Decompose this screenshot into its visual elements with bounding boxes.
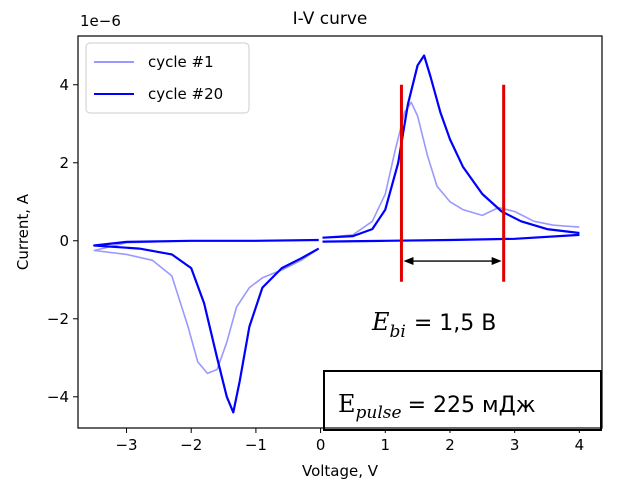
pulse-energy-frame bbox=[323, 370, 602, 431]
x-tick-label: 0 bbox=[316, 436, 326, 454]
series-line-cycle-1-forward bbox=[322, 101, 580, 239]
ebi-label-sub: bi bbox=[390, 322, 406, 342]
x-tick-label: 2 bbox=[445, 436, 455, 454]
chart-title: I-V curve bbox=[293, 9, 368, 29]
ebi-annotation-lines bbox=[399, 84, 506, 282]
x-tick-label: −2 bbox=[180, 436, 202, 454]
plot-area bbox=[93, 54, 580, 414]
x-tick-label: 3 bbox=[510, 436, 520, 454]
legend-label-cycle-1: cycle #1 bbox=[148, 53, 214, 71]
x-tick-label: 1 bbox=[381, 436, 391, 454]
pulse-label-value: = 225 мДж bbox=[408, 393, 536, 418]
ebi-arrow-head-right bbox=[491, 257, 502, 266]
x-tick-label: −3 bbox=[115, 436, 137, 454]
y-tick-label: −2 bbox=[47, 310, 69, 328]
x-axis-label: Voltage, V bbox=[302, 462, 379, 480]
y-axis-label: Current, A bbox=[14, 193, 32, 270]
legend-box bbox=[85, 42, 250, 114]
ebi-label-value: = 1,5 В bbox=[414, 311, 497, 336]
series-line-cycle-20-reverse bbox=[322, 233, 580, 243]
ebi-label-main: E bbox=[371, 308, 390, 336]
pulse-energy-label: Epulse = 225 мДж bbox=[338, 390, 536, 423]
ebi-label: Ebi = 1,5 В bbox=[371, 308, 496, 342]
plot-frame bbox=[77, 35, 603, 429]
y-tick-label: 0 bbox=[59, 232, 69, 250]
y-tick-label: 4 bbox=[59, 76, 69, 94]
x-tick-label: −1 bbox=[245, 436, 267, 454]
y-tick-label: −4 bbox=[47, 388, 69, 406]
series-line-cycle-20-negative bbox=[93, 238, 320, 414]
series-group bbox=[93, 54, 580, 414]
y-axis-ticks: −4 −2 0 2 4 bbox=[47, 76, 78, 406]
pulse-label-main: E bbox=[338, 390, 356, 418]
pulse-label-sub: pulse bbox=[356, 403, 402, 423]
legend-label-cycle-20: cycle #20 bbox=[148, 85, 223, 103]
pulse-energy-box: Epulse = 225 мДж bbox=[323, 370, 602, 431]
legend: cycle #1 cycle #20 bbox=[85, 42, 250, 114]
y-tick-label: 2 bbox=[59, 154, 69, 172]
y-scale-label: 1e−6 bbox=[80, 12, 121, 30]
series-line-cycle-20-forward bbox=[322, 54, 580, 239]
x-tick-label: 4 bbox=[575, 436, 585, 454]
ebi-arrow-head-left bbox=[403, 257, 414, 266]
